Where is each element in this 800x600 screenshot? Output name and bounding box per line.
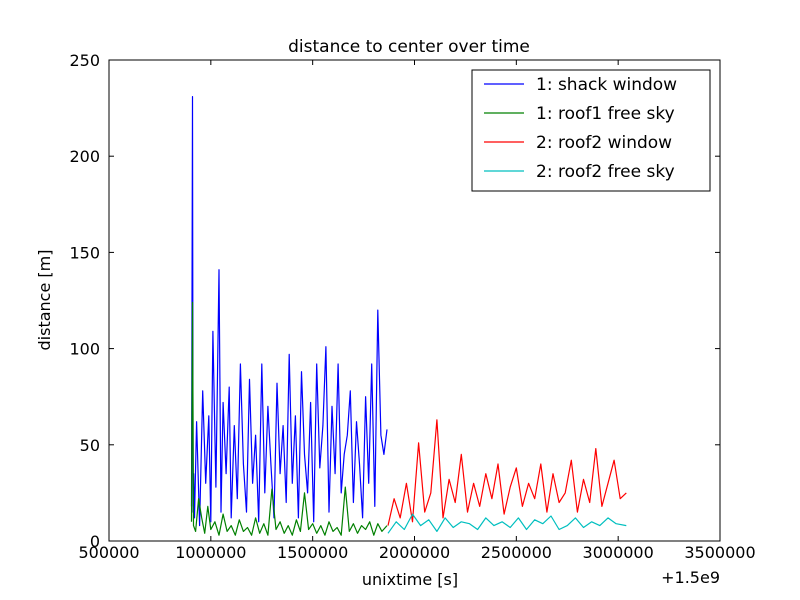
series-layer [190,95,627,536]
x-offset-label: +1.5e9 [661,568,720,587]
legend: 1: shack window 1: roof1 free sky 2: roof2… [471,69,711,192]
series-line-3 [387,419,627,526]
series-line-4 [387,513,627,534]
x-tick-label: 1000000 [175,543,246,562]
x-tick-label: 2500000 [481,543,552,562]
legend-label: 2: roof2 window [536,133,672,153]
x-tick-label: 1500000 [277,543,348,562]
x-tick-label: 500000 [78,543,139,562]
chart-title: distance to center over time [288,37,530,57]
y-tick-label: 100 [69,340,100,359]
y-tick-label: 150 [69,243,100,262]
x-tick-label: 3000000 [583,543,654,562]
x-tick-label: 2000000 [379,543,450,562]
y-tick-label: 250 [69,51,100,70]
series-line-2 [190,301,388,536]
y-tick-label: 50 [80,436,100,455]
y-tick-label: 200 [69,147,100,166]
y-axis: 0 50 100 150 200 250 [69,51,720,551]
legend-label: 1: roof1 free sky [536,104,675,124]
x-tick-label: 3500000 [684,543,755,562]
legend-label: 2: roof2 free sky [536,162,675,182]
y-axis-label: distance [m] [35,250,54,351]
y-tick-label: 0 [90,532,100,551]
x-axis-label: unixtime [s] [362,570,458,589]
series-line-1 [190,95,388,527]
x-axis: 500000 1000000 1500000 2000000 2500000 300000… [78,60,756,562]
legend-label: 1: shack window [536,75,677,95]
